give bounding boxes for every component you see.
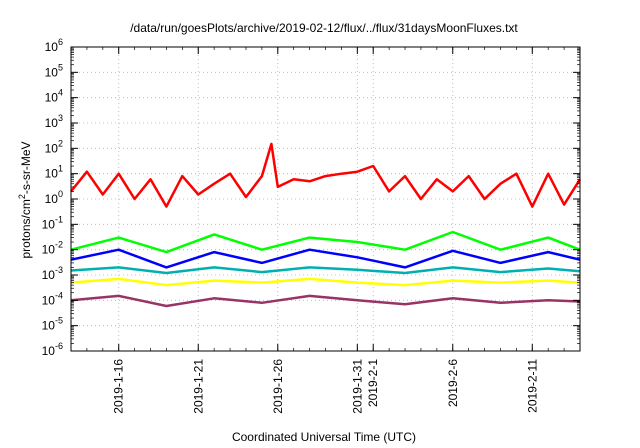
series-lines: [70, 142, 582, 308]
x-axis-label: Coordinated Universal Time (UTC): [232, 430, 416, 444]
series-line-5: [70, 277, 581, 287]
series-line-3: [70, 248, 581, 269]
x-axis-ticks: 2019-1-16 2019-1-21 2019-1-26 2019-1-31 2019…: [70, 47, 581, 414]
x-tick-label: 2019-1-16: [112, 359, 126, 414]
x-tick-label: 2019-1-21: [191, 359, 205, 414]
series-line-6: [70, 294, 581, 308]
x-tick-label: 2019-1-31: [350, 359, 364, 414]
grid-lines: [71, 47, 580, 351]
x-tick-label: 2019-2-11: [525, 359, 539, 413]
x-tick-label: 2019-2-6: [446, 359, 460, 407]
y-axis-label: protons/cm2-s-sr-MeV: [17, 141, 33, 258]
x-tick-label: 2019-2-1: [366, 359, 380, 407]
series-line-4: [70, 266, 581, 275]
x-tick-label: 2019-1-26: [271, 359, 285, 414]
series-line-1: [70, 142, 582, 208]
chart-title: /data/run/goesPlots/archive/2019-02-12/f…: [130, 21, 518, 35]
series-line-2: [70, 230, 581, 254]
